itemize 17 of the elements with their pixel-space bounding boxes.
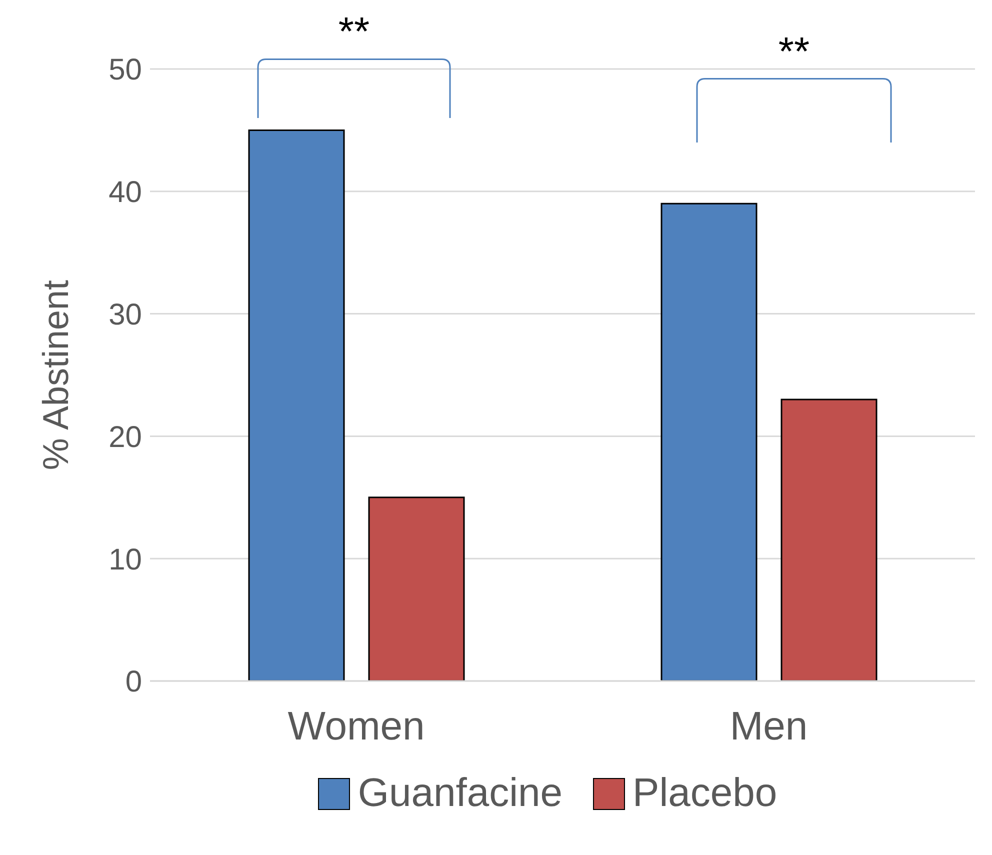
y-axis-title: % Abstinent bbox=[34, 280, 76, 470]
y-tick-label: 40 bbox=[108, 176, 142, 210]
x-tick-label: Women bbox=[288, 704, 425, 748]
bar bbox=[248, 129, 345, 681]
legend-label: Placebo bbox=[632, 771, 778, 816]
x-tick-label: Men bbox=[730, 704, 808, 748]
bar bbox=[660, 202, 758, 681]
y-tick-label: 30 bbox=[108, 298, 142, 332]
y-tick-label: 0 bbox=[125, 666, 142, 699]
annotation: ** bbox=[778, 30, 810, 74]
bar bbox=[368, 496, 465, 681]
y-tick-label: 20 bbox=[108, 420, 142, 454]
y-tick-label: 50 bbox=[108, 54, 142, 87]
legend-label: Guanfacine bbox=[358, 771, 563, 816]
bar bbox=[780, 398, 878, 681]
text: ** bbox=[338, 10, 370, 54]
y-tick-label: 10 bbox=[108, 543, 142, 576]
